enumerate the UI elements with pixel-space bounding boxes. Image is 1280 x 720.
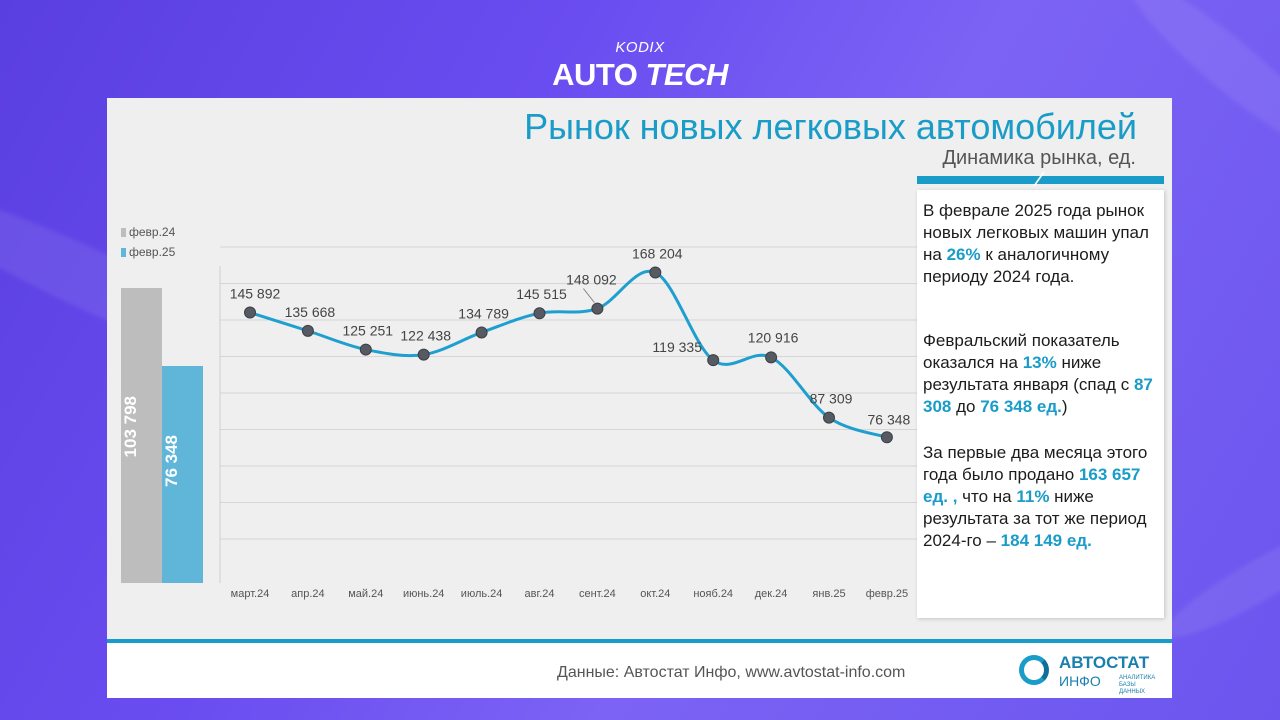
legend-label: февр.24	[129, 225, 176, 239]
data-label: 145 515	[516, 286, 567, 302]
slide-subtitle: Динамика рынка, ед.	[942, 147, 1136, 169]
data-label: 119 335	[652, 339, 702, 355]
logo-line2: ИНФО	[1059, 673, 1101, 689]
data-point	[880, 431, 893, 444]
brand-kodix: KODIX	[615, 39, 665, 56]
highlight: 163 657 ед. ,	[923, 465, 1141, 506]
footer-divider	[107, 639, 1172, 643]
highlight: 26%	[946, 245, 981, 264]
x-tick-label: февр.25	[866, 588, 908, 600]
x-tick-label: нояб.24	[693, 588, 733, 600]
bar-feb24: 103 798	[121, 288, 162, 583]
brand-autotech-logo: AUTO TECH	[0, 57, 1280, 93]
highlight: 184 149 ед.	[1000, 531, 1092, 550]
x-tick-label: март.24	[231, 588, 270, 600]
background-streak	[1154, 507, 1280, 653]
summary-paragraph-2: Февральский показатель оказался на 13% н…	[923, 330, 1163, 418]
avtostat-logo: АВТОСТАТ ИНФО АНАЛИТИКА БАЗЫ ДАННЫХ	[1019, 653, 1159, 695]
series-line	[249, 269, 888, 439]
x-tick-label: дек.24	[755, 588, 788, 600]
data-label: 135 668	[285, 304, 336, 320]
summary-paragraph-3: За первые два месяца этого года было про…	[923, 442, 1163, 552]
text: )	[1061, 397, 1068, 416]
data-label: 148 092	[566, 272, 617, 288]
data-label: 134 789	[458, 305, 509, 321]
highlight: 87 308	[923, 375, 1153, 416]
data-label: 145 892	[230, 286, 281, 302]
data-point	[301, 324, 314, 337]
accent-bar	[917, 176, 1164, 184]
data-point	[533, 307, 546, 320]
legend-item-feb25: февр.25	[121, 245, 175, 259]
slide-title: Рынок новых легковых автомобилей	[524, 106, 1137, 147]
data-point	[417, 348, 430, 361]
legend-swatch	[121, 228, 126, 238]
data-point	[591, 302, 604, 315]
data-point	[707, 354, 720, 367]
highlight: 13%	[1022, 353, 1057, 372]
footer: Данные: Автостат Инфо, www.avtostat-info…	[107, 643, 1172, 698]
highlight: 76 348 ед.	[980, 397, 1062, 416]
data-label: 120 916	[748, 329, 799, 345]
x-tick-label: май.24	[348, 588, 383, 600]
x-tick-label: окт.24	[640, 588, 670, 600]
data-label: 122 438	[400, 328, 451, 344]
data-point	[475, 326, 488, 339]
data-point	[649, 266, 662, 279]
data-label: 87 309	[810, 391, 853, 407]
legend-label: февр.25	[129, 245, 176, 259]
text: ниже результата января (спад с	[923, 353, 1134, 394]
logo-line1: АВТОСТАТ	[1059, 653, 1150, 672]
text: ниже результата за тот же период 2024-го…	[923, 487, 1147, 550]
bar-feb25: 76 348	[162, 366, 203, 583]
label-leader-line	[583, 288, 595, 303]
brand-auto: AUTO	[552, 57, 638, 92]
x-tick-label: апр.24	[291, 588, 324, 600]
text: За первые два месяца этого года было про…	[923, 443, 1148, 484]
slide: Рынок новых легковых автомобилей Динамик…	[107, 98, 1172, 698]
x-tick-label: янв.25	[812, 588, 845, 600]
text: до	[951, 397, 981, 416]
text: В феврале 2025 года рынок новых легковых…	[923, 201, 1149, 264]
legend-item-feb24: февр.24	[121, 225, 175, 239]
logo-circle-icon	[1019, 655, 1049, 685]
text: Февральский показатель оказался на	[923, 331, 1120, 372]
text: к аналогичному периоду 2024 года.	[923, 245, 1110, 286]
data-source: Данные: Автостат Инфо, www.avtostat-info…	[557, 664, 906, 681]
data-label: 76 348	[867, 411, 910, 427]
x-tick-label: авг.24	[525, 588, 555, 600]
data-point	[359, 343, 372, 356]
legend-swatch	[121, 248, 126, 258]
data-label: 168 204	[632, 246, 683, 262]
x-tick-label: июнь.24	[403, 588, 445, 600]
line-chart: 145 892 март.24 135 668 апр.24 125 251 май.24…	[219, 246, 917, 600]
highlight: 11%	[1016, 487, 1050, 506]
x-tick-label: сент.24	[579, 588, 616, 600]
logo-tagline: АНАЛИТИКА БАЗЫ ДАННЫХ	[1119, 675, 1156, 695]
summary-textbox: В феврале 2025 года рынок новых легковых…	[917, 190, 1164, 618]
x-tick-label: июль.24	[461, 588, 503, 600]
brand-tech: TECH	[645, 57, 729, 92]
text: что на	[957, 487, 1017, 506]
data-label: 125 251	[342, 323, 393, 339]
data-point	[244, 306, 256, 319]
data-point	[823, 411, 835, 424]
summary-paragraph-1: В феврале 2025 года рынок новых легковых…	[923, 200, 1163, 288]
data-point	[765, 351, 778, 364]
